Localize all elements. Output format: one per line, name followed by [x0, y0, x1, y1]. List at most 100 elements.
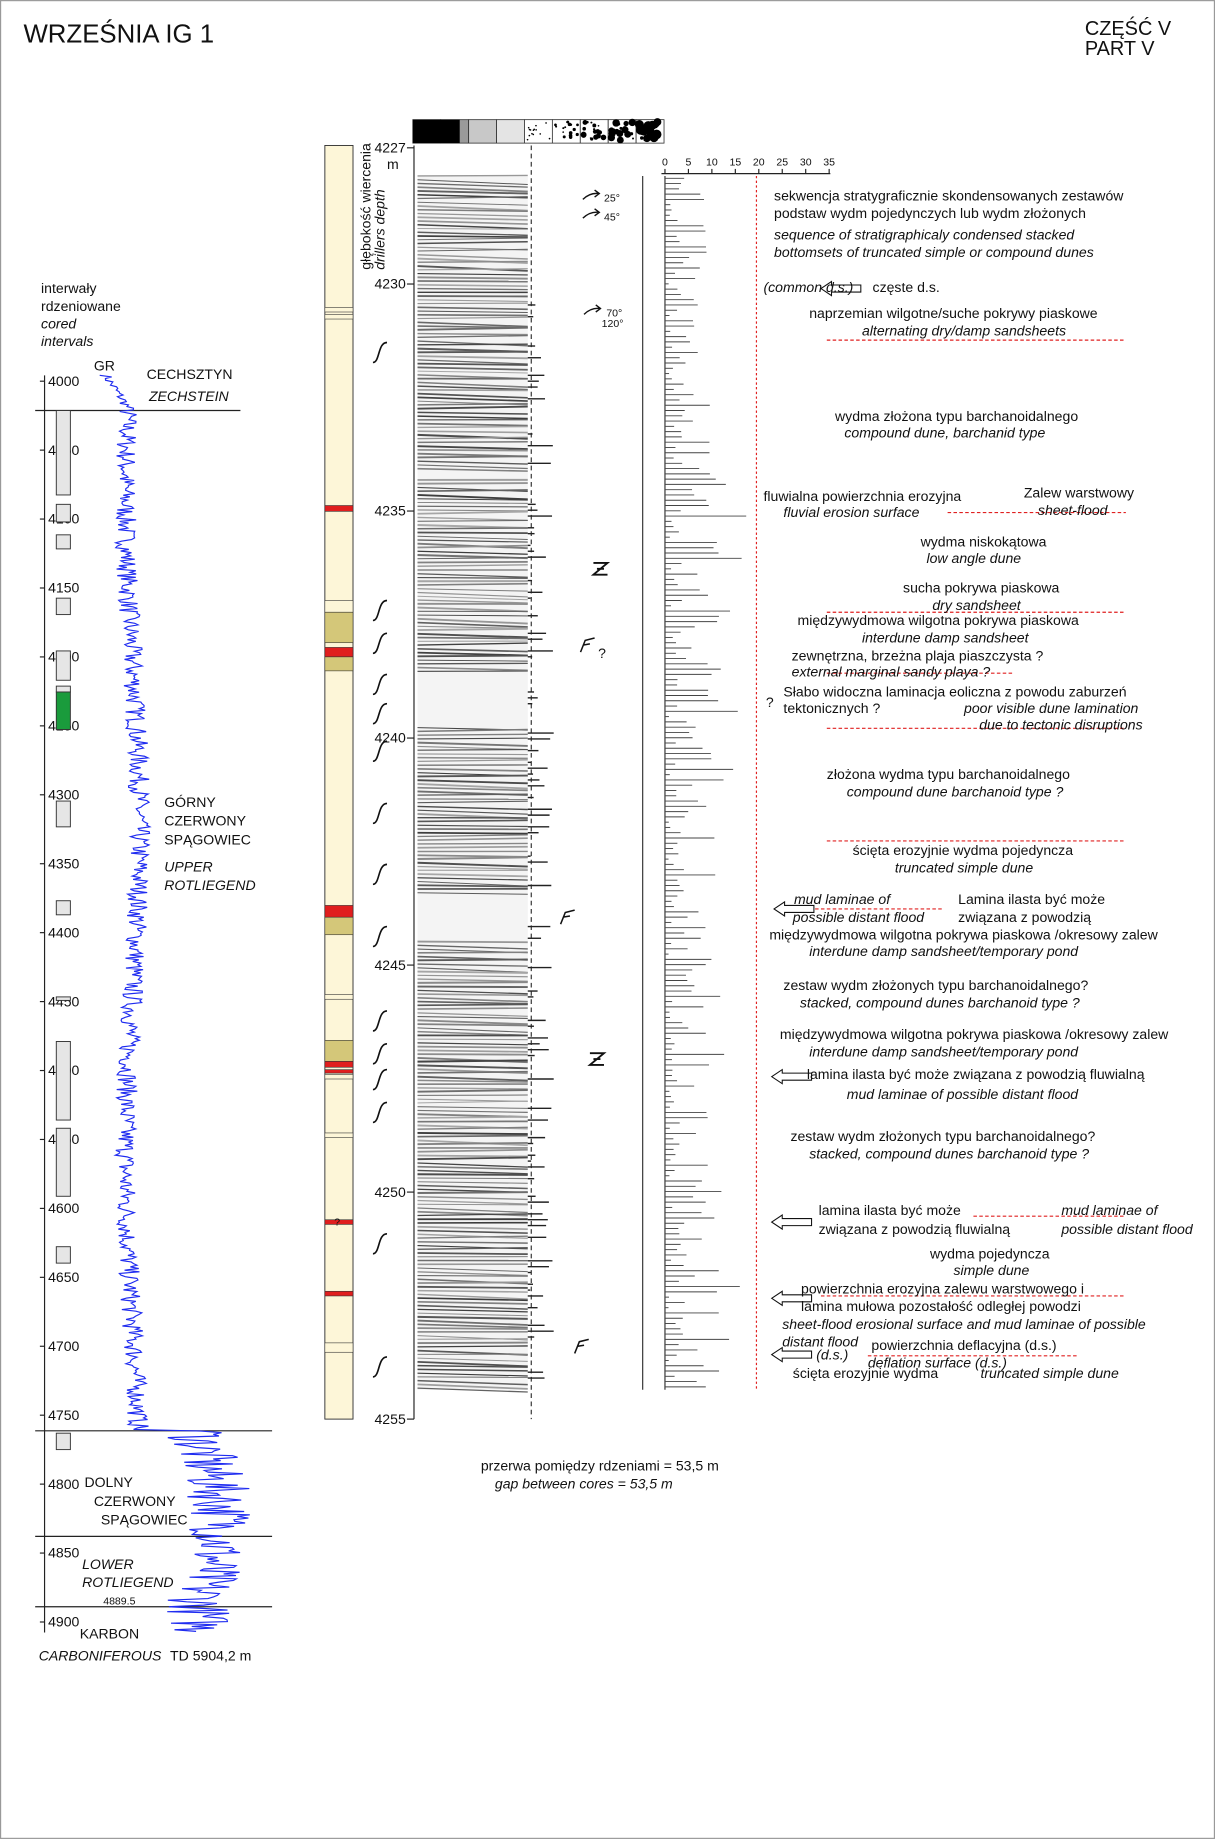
part-pl: CZĘŚĆ V [1085, 16, 1172, 40]
cross-bed-symbol [373, 1044, 387, 1064]
cross-bed-symbol [373, 864, 387, 884]
annotation: Zalew warstwowy [1024, 484, 1134, 500]
core-lamina [418, 236, 528, 237]
pointer-arrow [772, 1348, 812, 1362]
core-lamina [418, 1204, 528, 1205]
cross-bed-symbol [373, 1011, 387, 1031]
formation: ROTLIEGEND [164, 877, 255, 893]
grain-dot [592, 124, 596, 128]
depth-tick-label: 4240 [374, 730, 405, 746]
core-lamina [418, 959, 528, 960]
grain-dot [619, 127, 622, 130]
core-lamina [418, 1282, 528, 1283]
grain-dot [629, 119, 636, 126]
grain-dot [612, 119, 619, 126]
core-lamina [418, 1192, 528, 1193]
grain-legend [469, 120, 497, 143]
grain-dot [535, 125, 537, 127]
core-lamina [418, 629, 528, 630]
grain-dot [586, 121, 589, 124]
core-lamina [418, 532, 528, 533]
grain-dot [535, 129, 537, 131]
cross-bed-symbol [373, 1357, 387, 1377]
grain-dot [643, 121, 653, 131]
depth-tick-label: 4650 [48, 1269, 79, 1285]
lithology-band [325, 1291, 353, 1296]
grain-dot [623, 121, 628, 126]
core-lamina [418, 352, 528, 353]
cored-interval [56, 535, 70, 549]
query: ? [766, 694, 774, 710]
core-lamina [418, 450, 528, 451]
formation: CECHSZTYN [147, 366, 233, 382]
core-lamina [418, 820, 528, 821]
core-lamina [418, 1287, 528, 1288]
core-lamina [418, 315, 528, 316]
core-lamina [418, 506, 528, 507]
core-lamina [418, 982, 528, 983]
lithology-band [325, 1040, 353, 1061]
cored-label: intervals [41, 333, 93, 349]
annotation: low angle dune [926, 550, 1021, 566]
annotation: truncated simple dune [980, 1365, 1119, 1381]
lithology-band [325, 917, 353, 935]
grain-legend [524, 120, 552, 143]
core-lamina [418, 734, 528, 735]
annotation: lamina ilasta być może związana z powodz… [807, 1066, 1145, 1082]
depth-label: drillers depth [372, 189, 388, 270]
pointer-arrow [772, 1215, 812, 1229]
annotation: bottomsets of truncated simple or compou… [774, 244, 1094, 260]
formation: ROTLIEGEND [82, 1574, 173, 1590]
cross-bed-symbol [373, 342, 387, 362]
depth-tick-label: 4700 [48, 1338, 79, 1354]
boundary-depth: 4889.5 [103, 1595, 135, 1607]
annotation: zestaw wydm złożonych typu barchanoidaln… [783, 977, 1088, 993]
core-lamina [418, 738, 528, 739]
dip-arrow [583, 190, 599, 199]
grain-tick-label: 35 [823, 156, 835, 168]
grain-dot [598, 125, 600, 127]
gr-curve [100, 375, 250, 1631]
curve-label: GR [94, 358, 115, 374]
annotation: tektonicznych ? [783, 700, 880, 716]
formation: ZECHSTEIN [148, 388, 230, 404]
annotation: naprzemian wilgotne/suche pokrywy piasko… [809, 305, 1098, 321]
gap-note: przerwa pomiędzy rdzeniami = 53,5 m [481, 1458, 719, 1474]
lithology-band [325, 612, 353, 642]
core-lamina [418, 847, 528, 848]
core-lamina [418, 1117, 528, 1118]
core-lamina [418, 344, 528, 345]
cored-interval [56, 504, 70, 522]
flaser-symbol [575, 1339, 589, 1353]
annotation: powierzchnia erozyjna zalewu warstwowego… [801, 1281, 1084, 1297]
grain-dot [528, 127, 530, 129]
annotation: alternating dry/damp sandsheets [862, 322, 1066, 338]
cross-bed-symbol [373, 1070, 387, 1090]
grain-dot [601, 135, 607, 141]
annotation: fluwialna powierzchnia erozyjna [763, 488, 961, 504]
annotation: Lamina ilasta być może [958, 891, 1105, 907]
lithology-band [325, 1343, 353, 1352]
formation: SPĄGOWIEC [164, 831, 251, 847]
annotation: stacked, compound dunes barchanoid type … [800, 994, 1080, 1010]
depth-tick-label: 4235 [374, 503, 405, 519]
formation: UPPER [164, 858, 212, 874]
pointer-arrow [772, 1070, 812, 1084]
annotation: powierzchnia deflacyjna (d.s.) [871, 1337, 1056, 1353]
flaser-symbol [581, 638, 595, 652]
annotation: wydma złożona typu barchanoidalnego [834, 408, 1078, 424]
core-lamina [418, 1328, 528, 1329]
core-lamina [418, 281, 528, 282]
core-lamina [418, 1155, 528, 1156]
formation: KARBON [80, 1625, 139, 1641]
annotation: sequence of stratigraphicaly condensed s… [774, 226, 1075, 242]
annotation: mud laminae of possible distant flood [847, 1086, 1080, 1102]
flaser-symbol [561, 910, 575, 924]
grain-dot [530, 129, 532, 131]
grain-dot [590, 122, 592, 124]
depth-tick-label: 4300 [48, 786, 79, 802]
annotation: sheet-flood erosional surface and mud la… [782, 1316, 1146, 1332]
lithology-band [325, 314, 353, 319]
grain-dot [617, 137, 624, 144]
query: ? [598, 645, 606, 661]
